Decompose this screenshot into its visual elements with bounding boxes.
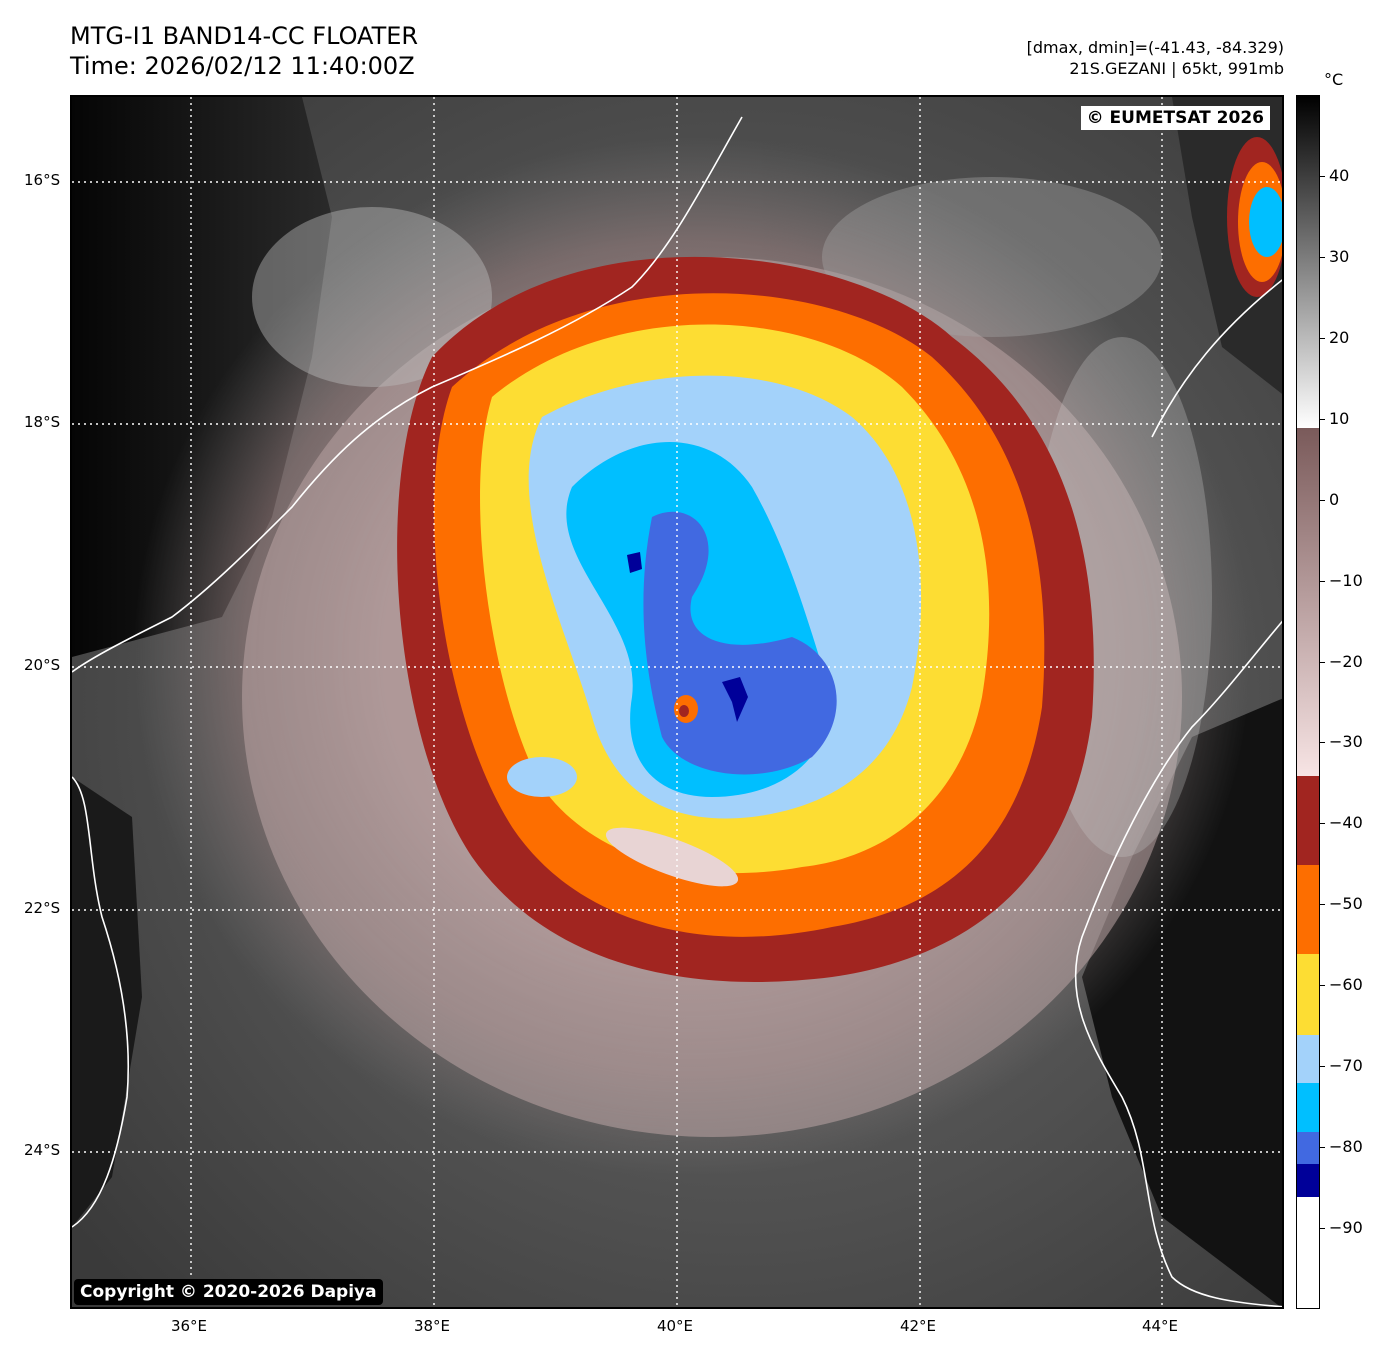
lat-label-22s: 22°S <box>24 899 61 917</box>
colorbar-tick-label: −90 <box>1329 1218 1363 1238</box>
colorbar-tick-label: −70 <box>1329 1056 1363 1076</box>
colorbar-tick-mark <box>1320 256 1325 258</box>
colorbar-tick-label: 30 <box>1329 246 1350 266</box>
colorbar-segment-7 <box>1297 775 1319 865</box>
colorbar-tick-mark <box>1320 742 1325 744</box>
colorbar-tick-mark <box>1320 661 1325 663</box>
colorbar-tick-mark <box>1320 904 1325 906</box>
lat-lon-gridlines <box>72 97 1282 1307</box>
map-canvas <box>72 97 1282 1307</box>
lat-label-24s: 24°S <box>24 1141 61 1159</box>
colorbar-unit: °C <box>1324 70 1344 89</box>
colorbar-tick-label: −20 <box>1329 651 1363 671</box>
coastline-madagascar <box>1074 620 1282 1307</box>
dmax-dmin-info: [dmax, dmin]=(-41.43, -84.329) <box>1026 38 1284 57</box>
colorbar-tick-label: −10 <box>1329 570 1363 590</box>
colorbar-tick-label: 40 <box>1329 165 1350 185</box>
coastline <box>72 116 1282 1307</box>
lat-label-18s: 18°S <box>24 413 61 431</box>
title-line-2: Time: 2026/02/12 11:40:00Z <box>70 52 415 80</box>
colorbar-segment-5 <box>1297 953 1319 1035</box>
lon-label-44e: 44°E <box>1141 1317 1179 1335</box>
lon-label-36e: 36°E <box>170 1317 208 1335</box>
colorbar-tick-mark <box>1320 985 1325 987</box>
colorbar-tick-label: −80 <box>1329 1137 1363 1157</box>
colorbar-segment-1 <box>1297 1164 1319 1197</box>
colorbar-tick-mark <box>1320 499 1325 501</box>
colorbar-segment-6 <box>1297 864 1319 954</box>
coastline-mozambique-south <box>72 776 130 1228</box>
storm-info: 21S.GEZANI | 65kt, 991mb <box>1069 59 1284 78</box>
colorbar-tick-label: −40 <box>1329 813 1363 833</box>
distant-convection-northeast <box>1227 137 1282 297</box>
colorbar-tick-mark <box>1320 418 1325 420</box>
lon-label-40e: 40°E <box>656 1317 694 1335</box>
madagascar-land-mass <box>1082 698 1282 1307</box>
colorbar-segment-3 <box>1297 1083 1319 1132</box>
lat-label-20s: 20°S <box>24 656 61 674</box>
colorbar-gradient-0 <box>1297 427 1319 776</box>
lat-label-16s: 16°S <box>24 171 61 189</box>
colorbar-tick-mark <box>1320 337 1325 339</box>
colorbar-tick-label: 10 <box>1329 408 1350 428</box>
copyright-watermark: Copyright © 2020-2026 Dapiya <box>74 1279 383 1305</box>
southwest-land-mass <box>72 777 142 1227</box>
colorbar-tick-mark <box>1320 823 1325 825</box>
eye-center <box>679 705 689 717</box>
colorbar-tick-mark <box>1320 1066 1325 1068</box>
dry-slot <box>605 827 739 887</box>
coastline-mozambique-north <box>72 116 743 673</box>
colorbar <box>1296 95 1320 1309</box>
colorbar-tick-label: −30 <box>1329 732 1363 752</box>
colorbar-gradient-1 <box>1297 96 1319 428</box>
colorbar-segment-4 <box>1297 1034 1319 1084</box>
satellite-map: © EUMETSAT 2026 Copyright © 2020-2026 Da… <box>70 95 1284 1309</box>
band-minus85 <box>627 552 748 722</box>
colorbar-tick-label: −60 <box>1329 975 1363 995</box>
colorbar-tick-mark <box>1320 580 1325 582</box>
colorbar-tick-mark <box>1320 175 1325 177</box>
lon-label-42e: 42°E <box>899 1317 937 1335</box>
title-line-1: MTG-I1 BAND14-CC FLOATER <box>70 22 419 50</box>
colorbar-segment-0 <box>1297 1196 1319 1308</box>
lon-label-38e: 38°E <box>413 1317 451 1335</box>
colorbar-segment-2 <box>1297 1131 1319 1165</box>
coastline-madagascar-north <box>1151 279 1282 438</box>
colorbar-tick-label: −50 <box>1329 894 1363 914</box>
colorbar-tick-mark <box>1320 1147 1325 1149</box>
colorbar-tick-label: 20 <box>1329 327 1350 347</box>
cold-blob-southwest <box>507 757 577 797</box>
eumetsat-watermark: © EUMETSAT 2026 <box>1080 106 1270 130</box>
colorbar-tick-mark <box>1320 1228 1325 1230</box>
colorbar-tick-label: 0 <box>1329 489 1340 509</box>
